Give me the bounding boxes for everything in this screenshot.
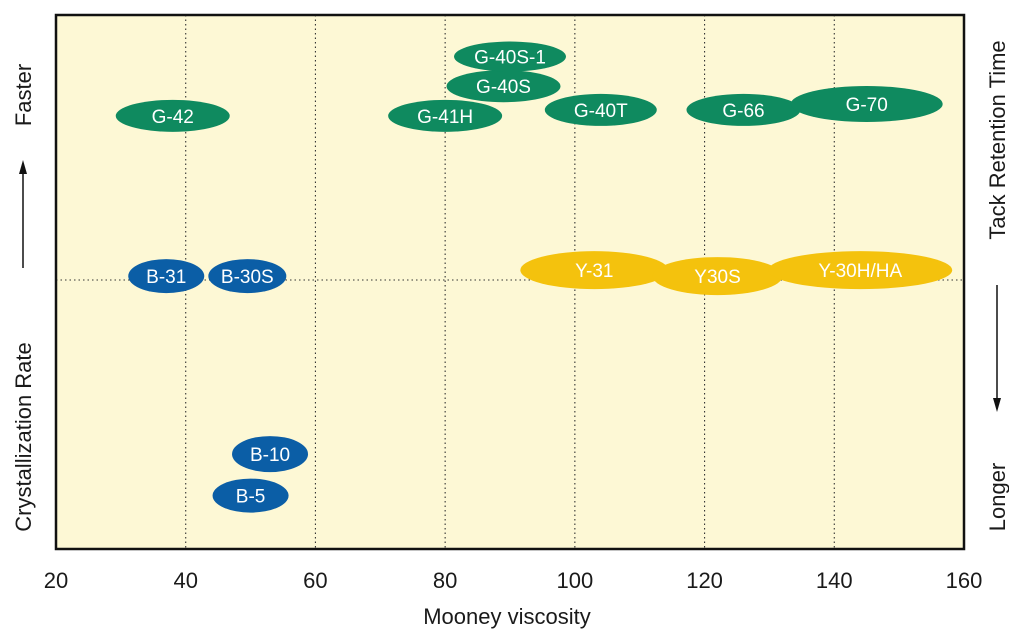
- point-marker: [454, 41, 566, 72]
- left-label-faster: Faster: [11, 64, 36, 126]
- point-marker: [652, 257, 783, 296]
- point-label: G-40T: [574, 101, 628, 122]
- point-y30s: Y30S: [652, 257, 783, 296]
- x-tick-labels: 20 40 60 80 100 120 140 160: [44, 568, 983, 593]
- point-marker: [232, 436, 309, 473]
- point-marker: [768, 251, 953, 290]
- left-label-crystallization-rate: Crystallization Rate: [11, 342, 36, 532]
- right-label-tack-retention-time: Tack Retention Time: [985, 40, 1009, 239]
- plot-frame: [54, 13, 966, 551]
- point-label: Y30S: [694, 267, 740, 288]
- point-g-70: G-70: [790, 86, 943, 122]
- x-axis-title: Mooney viscosity: [423, 604, 591, 629]
- x-tick-label: 40: [173, 568, 197, 593]
- point-marker: [115, 99, 230, 132]
- point-label: B-30S: [221, 267, 274, 288]
- point-marker: [388, 99, 503, 132]
- point-marker: [520, 251, 669, 290]
- point-y-30h-ha: Y-30H/HA: [768, 251, 953, 290]
- point-label: G-42: [152, 107, 194, 128]
- point-marker: [212, 478, 289, 513]
- point-marker: [790, 86, 943, 122]
- point-g-66: G-66: [686, 93, 801, 126]
- right-arrow-down: [993, 285, 1001, 412]
- point-marker: [544, 93, 657, 126]
- point-marker: [686, 93, 801, 126]
- point-label: B-5: [236, 487, 266, 508]
- point-g-41h: G-41H: [388, 99, 503, 132]
- point-label: G-40S: [476, 77, 531, 98]
- point-marker: [128, 259, 205, 294]
- point-y-31: Y-31: [520, 251, 669, 290]
- point-label: Y-31: [575, 261, 613, 282]
- x-tick-label: 100: [556, 568, 593, 593]
- x-tick-label: 60: [303, 568, 327, 593]
- point-g-40t: G-40T: [544, 93, 657, 126]
- point-b-10: B-10: [232, 436, 309, 473]
- right-label-longer: Longer: [985, 463, 1009, 532]
- point-b-31: B-31: [128, 259, 205, 294]
- point-label: B-31: [146, 267, 186, 288]
- point-b-30s: B-30S: [208, 259, 287, 294]
- point-g-40s: G-40S: [446, 70, 561, 103]
- point-marker: [446, 70, 561, 103]
- point-label: G-40S-1: [474, 48, 546, 69]
- point-label: G-70: [846, 95, 888, 116]
- point-g-42: G-42: [115, 99, 230, 132]
- x-tick-label: 80: [433, 568, 457, 593]
- x-tick-label: 160: [946, 568, 983, 593]
- point-g-40s-1: G-40S-1: [454, 41, 566, 72]
- point-label: G-66: [722, 101, 764, 122]
- x-tick-label: 140: [816, 568, 853, 593]
- point-b-5: B-5: [212, 478, 289, 513]
- point-marker: [208, 259, 287, 294]
- point-label: G-41H: [417, 107, 473, 128]
- x-tick-label: 20: [44, 568, 68, 593]
- point-label: B-10: [250, 445, 290, 466]
- point-label: Y-30H/HA: [818, 261, 902, 282]
- x-tick-label: 120: [686, 568, 723, 593]
- left-arrow-up: [19, 160, 27, 268]
